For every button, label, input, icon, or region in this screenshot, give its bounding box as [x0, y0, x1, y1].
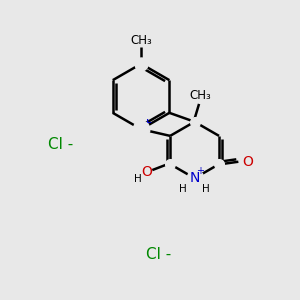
Text: N: N: [189, 171, 200, 185]
Text: H: H: [134, 174, 142, 184]
Text: H: H: [179, 184, 187, 194]
Text: CH₃: CH₃: [130, 34, 152, 46]
Text: N: N: [136, 122, 146, 136]
Text: +: +: [143, 118, 152, 128]
Text: Cl -: Cl -: [146, 247, 172, 262]
Text: CH₃: CH₃: [190, 89, 211, 102]
Text: O: O: [142, 165, 152, 179]
Text: N: N: [136, 122, 146, 136]
Text: H: H: [202, 184, 210, 194]
Text: Cl -: Cl -: [48, 136, 74, 152]
Text: +: +: [143, 118, 152, 128]
Text: O: O: [242, 155, 253, 169]
Text: +: +: [196, 166, 205, 176]
